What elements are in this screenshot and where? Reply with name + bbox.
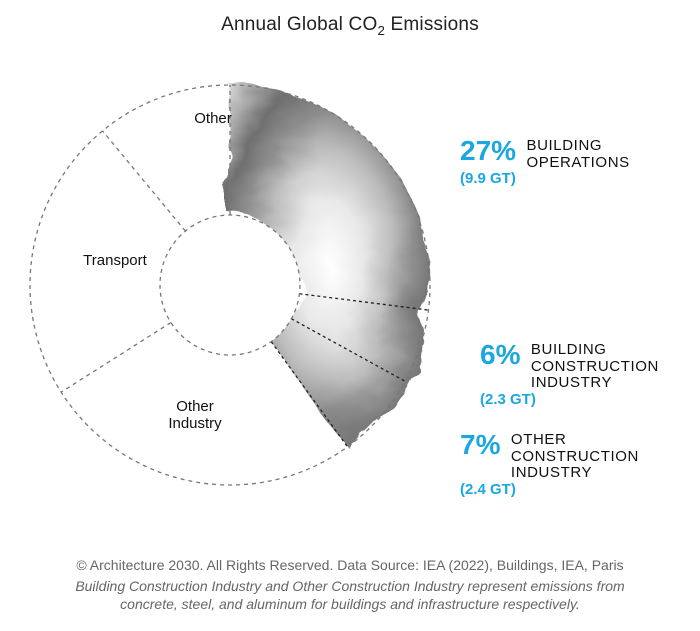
emissions-donut-chart bbox=[20, 55, 470, 525]
slice-divider bbox=[61, 323, 171, 393]
lbl-building-const: BUILDING CONSTRUCTION INDUSTRY bbox=[531, 342, 659, 392]
lbl-building-ops: BUILDING OPERATIONS bbox=[527, 138, 630, 171]
title-suffix: Emissions bbox=[385, 14, 479, 35]
lbl-other-const: OTHER CONSTRUCTION INDUSTRY bbox=[511, 432, 639, 482]
callout-building-ops: 27% BUILDING OPERATIONS (9.9 GT) bbox=[460, 136, 630, 188]
slice-divider bbox=[103, 131, 186, 231]
gt-building-ops: (9.9 GT) bbox=[460, 171, 630, 188]
chart-title: Annual Global CO2 Emissions bbox=[0, 14, 700, 38]
donut-hole bbox=[160, 215, 300, 355]
pct-building-const: 6% bbox=[480, 339, 520, 370]
gt-other-const: (2.4 GT) bbox=[460, 482, 639, 499]
footer-attribution: © Architecture 2030. All Rights Reserved… bbox=[0, 557, 700, 573]
gt-building-const: (2.3 GT) bbox=[480, 392, 659, 409]
pct-other-const: 7% bbox=[460, 429, 500, 460]
pct-building-ops: 27% bbox=[460, 135, 516, 166]
footer-note: Building Construction Industry and Other… bbox=[0, 578, 700, 613]
callout-building-const: 6% BUILDING CONSTRUCTION INDUSTRY (2.3 G… bbox=[480, 340, 659, 408]
title-sub: 2 bbox=[377, 23, 385, 38]
callout-other-const: 7% OTHER CONSTRUCTION INDUSTRY (2.4 GT) bbox=[460, 430, 639, 498]
title-prefix: Annual Global CO bbox=[221, 14, 377, 35]
